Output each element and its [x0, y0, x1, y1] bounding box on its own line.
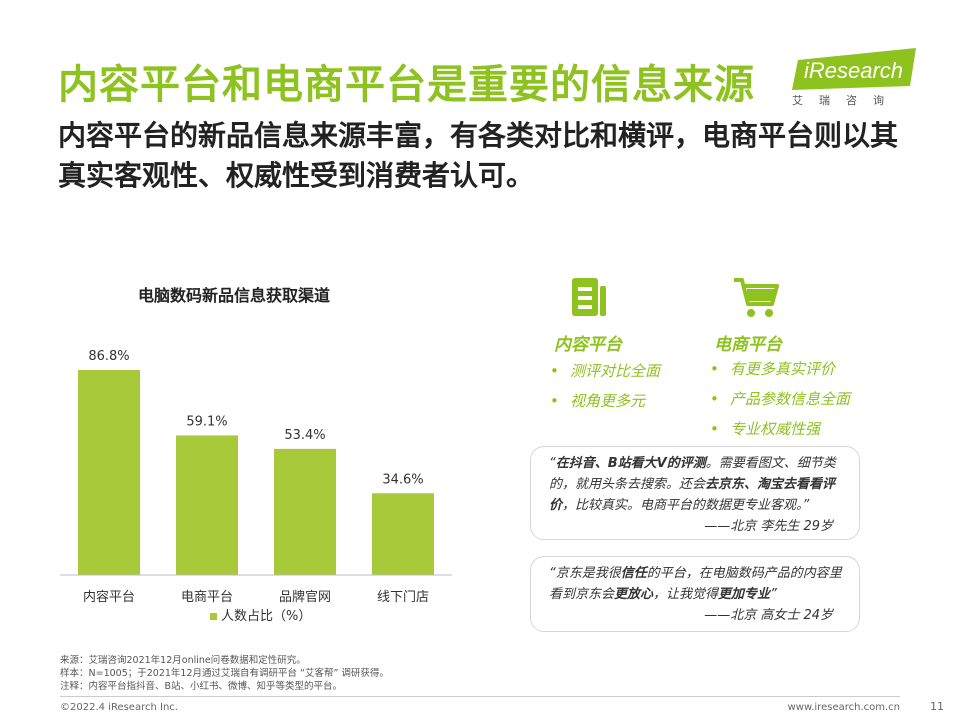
logo-cn-text: 艾瑞咨询	[792, 94, 900, 107]
quote-text-1: “在抖音、B站看大V的评测。需要看图文、细节类的，就用头条去搜索。还会去京东、淘…	[549, 453, 847, 516]
bar-chart: 86.8% 内容平台 59.1% 电商平台 53.4% 品牌官网 34.6% 线下门店人数占比…	[60, 349, 452, 624]
bar	[78, 370, 140, 575]
quote-open-mark: “	[549, 456, 556, 471]
footer-divider	[60, 696, 900, 697]
bar	[372, 493, 434, 575]
logo-text: iResearch	[804, 58, 903, 83]
content-platform-list: 测评对比全面 视角更多元	[550, 356, 660, 416]
page-title: 内容平台和电商平台是重要的信息来源	[58, 62, 755, 108]
data-label: 53.4%	[284, 428, 325, 443]
cart-icon	[734, 278, 779, 317]
data-label: 59.1%	[186, 414, 227, 429]
x-tick-label: 电商平台	[181, 590, 233, 605]
source-notes: 来源：艾瑞咨询2021年12月online问卷数据和定性研究。 样本：N=100…	[60, 654, 389, 693]
data-label: 86.8%	[88, 349, 129, 364]
note-line: 注释：内容平台指抖音、B站、小红书、微博、知乎等类型的平台。	[60, 681, 343, 692]
legend-swatch	[210, 613, 217, 620]
quote-segment: ，让我觉得	[653, 587, 719, 602]
data-label: 34.6%	[382, 472, 423, 487]
bar	[176, 435, 238, 575]
ecommerce-platform-list: 有更多真实评价 产品参数信息全面 专业权威性强	[710, 354, 850, 444]
quote-emphasis: 更加专业	[718, 587, 771, 602]
quote-segment: “京东是我很	[549, 566, 621, 581]
quote-text-2: “京东是我很信任的平台，在电脑数码产品的内容里看到京东会更放心，让我觉得更加专业…	[549, 563, 847, 605]
logo-mark: iResearch	[792, 48, 916, 90]
list-item: 测评对比全面	[550, 356, 660, 386]
content-platform-title: 内容平台	[554, 335, 622, 355]
bar	[274, 448, 336, 575]
quote-box-2: “京东是我很信任的平台，在电脑数码产品的内容里看到京东会更放心，让我觉得更加专业…	[530, 556, 860, 632]
ecommerce-platform-title: 电商平台	[714, 335, 782, 355]
ecommerce-platform-panel: 电商平台 有更多真实评价 产品参数信息全面 专业权威性强	[714, 272, 900, 442]
x-tick-label: 品牌官网	[279, 589, 331, 605]
quote-segment: ，比较真实。电商平台的数据更专业客观。”	[562, 498, 810, 513]
footer-url: www.iresearch.com.cn	[787, 702, 900, 713]
content-platform-panel: 内容平台 测评对比全面 视角更多元	[554, 272, 710, 432]
chart-title: 电脑数码新品信息获取渠道	[138, 286, 331, 305]
page-subtitle: 内容平台的新品信息来源丰富，有各类对比和横评，电商平台则以其真实客观性、权威性受…	[58, 119, 899, 192]
quote-segment: 的平台，在电脑数码产品的内容里看到京东会	[549, 566, 842, 602]
quote-author-2: ——北京 高女士 24岁	[704, 608, 833, 623]
quote-emphasis: 在抖音、B站看大V的评测	[555, 456, 706, 471]
quote-emphasis: 去京东、淘宝去看看评价	[549, 477, 836, 513]
iresearch-logo: iResearch 艾瑞咨询	[792, 46, 922, 110]
footer-copyright: ©2022.4 iResearch Inc.	[60, 702, 178, 713]
list-item: 视角更多元	[550, 386, 660, 416]
quote-author-1: ——北京 李先生 29岁	[704, 519, 833, 534]
quote-emphasis: 更放心	[614, 587, 654, 602]
sample-line: 样本：N=1005；于2021年12月通过艾瑞自有调研平台 “艾客帮” 调研获得…	[60, 668, 389, 679]
legend-label: 人数占比（%）	[221, 609, 311, 624]
quote-box-1: “在抖音、B站看大V的评测。需要看图文、细节类的，就用头条去搜索。还会去京东、淘…	[530, 446, 860, 540]
quote-segment: ”	[770, 587, 777, 602]
document-icon	[572, 278, 606, 316]
page-number: 11	[930, 700, 944, 713]
x-tick-label: 内容平台	[83, 589, 135, 605]
quote-segment: 。需要看图文、细节类的，就用头条去搜索。还会	[549, 456, 836, 492]
x-tick-label: 线下门店	[377, 590, 429, 605]
source-line: 来源：艾瑞咨询2021年12月online问卷数据和定性研究。	[60, 655, 306, 666]
list-item: 产品参数信息全面	[710, 384, 850, 414]
list-item: 专业权威性强	[710, 414, 850, 444]
quote-emphasis: 信任	[620, 566, 647, 581]
list-item: 有更多真实评价	[710, 354, 850, 384]
